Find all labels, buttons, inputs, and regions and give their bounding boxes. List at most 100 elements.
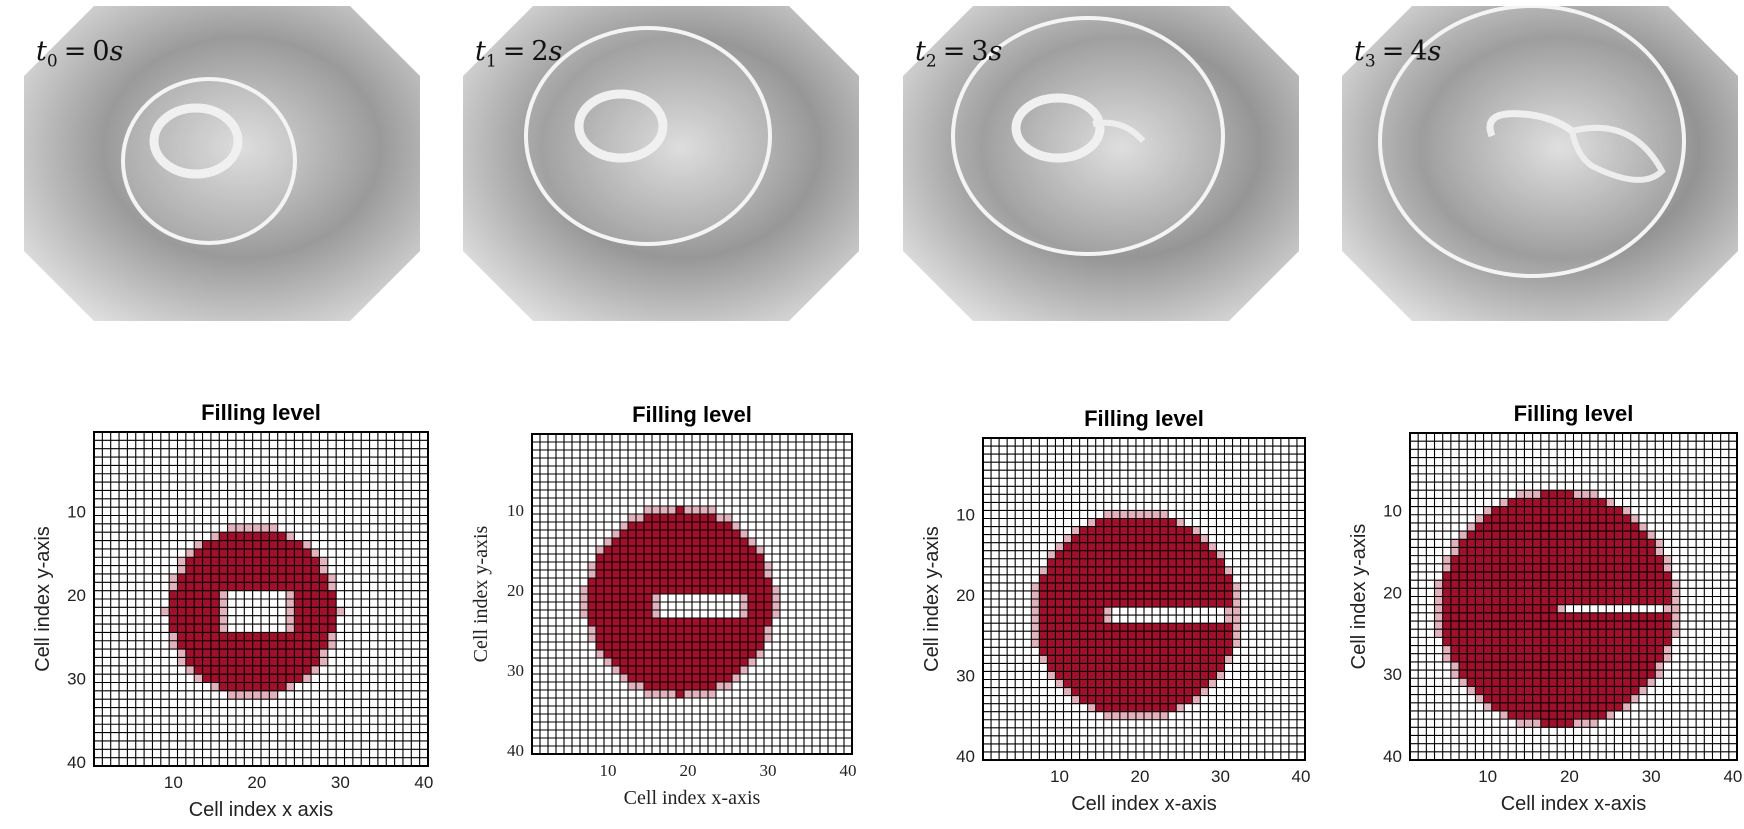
heatmap-cell <box>1598 670 1607 679</box>
heatmap-cell <box>244 649 253 658</box>
heatmap-cell <box>1598 571 1607 581</box>
heatmap-cell <box>1516 612 1525 622</box>
heatmap-cell <box>1087 526 1096 535</box>
heatmap-cell <box>596 586 605 595</box>
heatmap-cell <box>668 634 677 643</box>
heatmap-cell <box>1475 547 1484 556</box>
heatmap-cell <box>1540 686 1550 695</box>
heatmap-cell <box>1152 550 1161 560</box>
heatmap-cell <box>1031 631 1040 640</box>
heatmap-cell <box>261 573 270 583</box>
heatmap-cell <box>620 570 629 579</box>
heatmap-cell <box>660 514 669 523</box>
heatmap-cell <box>1647 596 1656 605</box>
heatmap-cell <box>676 618 685 627</box>
heatmap-cell <box>1103 510 1113 519</box>
heatmap-cell <box>1192 534 1201 543</box>
heatmap-cell <box>1232 639 1241 648</box>
heatmap-cell <box>716 682 725 691</box>
heatmap-cell <box>261 649 270 658</box>
heatmap-cell <box>1524 694 1533 704</box>
heatmap-cell <box>1079 534 1088 543</box>
heatmap-cell <box>1663 571 1672 581</box>
heatmap-cell <box>1638 580 1648 589</box>
heatmap-cell <box>1499 661 1509 671</box>
heatmap-cell <box>1135 542 1145 551</box>
x-axis-label: Cell index x axis <box>189 799 334 821</box>
heatmap-cell <box>668 618 677 627</box>
heatmap-cell <box>1516 686 1525 695</box>
heatmap-cell <box>692 554 701 563</box>
heatmap-cell <box>1524 571 1533 581</box>
heatmap-cell <box>1232 590 1241 600</box>
heatmap-cell <box>1071 566 1080 576</box>
chart-title: Filling level <box>1084 406 1204 431</box>
heatmap-cell <box>1135 679 1145 688</box>
heatmap-cell <box>692 642 701 651</box>
heatmap-cell <box>1192 655 1201 664</box>
heatmap-cell <box>1508 686 1517 695</box>
heatmap-cell <box>1598 514 1607 524</box>
heatmap-cell <box>1475 531 1484 540</box>
heatmap-cell <box>1168 558 1177 568</box>
heatmap-cell <box>1144 566 1153 576</box>
heatmap-cell <box>177 640 187 650</box>
heatmap-cell <box>277 632 287 642</box>
heatmap-cell <box>756 618 765 627</box>
heatmap-cell <box>1144 542 1153 551</box>
heatmap-cell <box>740 658 749 667</box>
heatmap-cell <box>1614 604 1623 614</box>
heatmap-cell <box>1063 687 1072 696</box>
heatmap-cell <box>732 586 741 595</box>
heatmap-cell <box>700 602 709 611</box>
heatmap-cell <box>1127 679 1137 688</box>
heatmap-cell <box>1516 514 1525 524</box>
heatmap-cell <box>1103 655 1113 664</box>
heatmap-cell <box>724 522 733 531</box>
heatmap-cell <box>1647 531 1656 540</box>
heatmap-cell <box>1524 661 1533 671</box>
heatmap-cell <box>1548 719 1558 728</box>
heatmap-cell <box>684 690 693 699</box>
heatmap-cell <box>612 626 621 635</box>
heatmap-cell <box>732 570 741 579</box>
heatmap-cell <box>1557 580 1566 589</box>
heatmap-cell <box>1598 555 1607 565</box>
heatmap-cell <box>1630 539 1640 548</box>
heatmap-cell <box>1630 555 1640 565</box>
heatmap-cell <box>177 573 187 583</box>
heatmap-cell <box>1557 612 1566 622</box>
heatmap-cell <box>1467 621 1476 630</box>
heatmap-cell <box>732 650 741 659</box>
heatmap-cell <box>1475 555 1484 565</box>
heatmap-cell <box>1565 555 1574 565</box>
heatmap-cell <box>1087 671 1096 680</box>
heatmap-cell <box>294 624 304 633</box>
heatmap-cell <box>210 649 220 658</box>
heatmap-cell <box>1055 655 1064 664</box>
heatmap-cell <box>1557 719 1566 728</box>
heatmap-cell <box>1614 555 1623 565</box>
heatmap-cell <box>1160 655 1169 664</box>
heatmap-cell <box>1638 522 1648 532</box>
heatmap-cell <box>1581 645 1591 655</box>
heatmap-cell <box>1614 506 1623 516</box>
heatmap-cell <box>294 615 304 625</box>
heatmap-cell <box>684 554 693 563</box>
heatmap-cell <box>1557 678 1566 687</box>
heatmap-cell <box>1483 588 1493 597</box>
heatmap-cell <box>668 570 677 579</box>
heatmap-cell <box>227 582 237 591</box>
heatmap-cell <box>1663 629 1672 638</box>
heatmap-cell <box>1079 607 1088 616</box>
heatmap-cell <box>1071 526 1080 535</box>
heatmap-cell <box>684 506 693 515</box>
heatmap-cell <box>261 565 270 575</box>
heatmap-cell <box>716 666 725 675</box>
heatmap-cell <box>1152 711 1161 721</box>
heatmap-cell <box>1475 522 1484 532</box>
heatmap-cell <box>1516 580 1525 589</box>
heatmap-cell <box>1589 702 1599 712</box>
heatmap-cell <box>252 640 262 650</box>
heatmap-cell <box>1079 687 1088 696</box>
